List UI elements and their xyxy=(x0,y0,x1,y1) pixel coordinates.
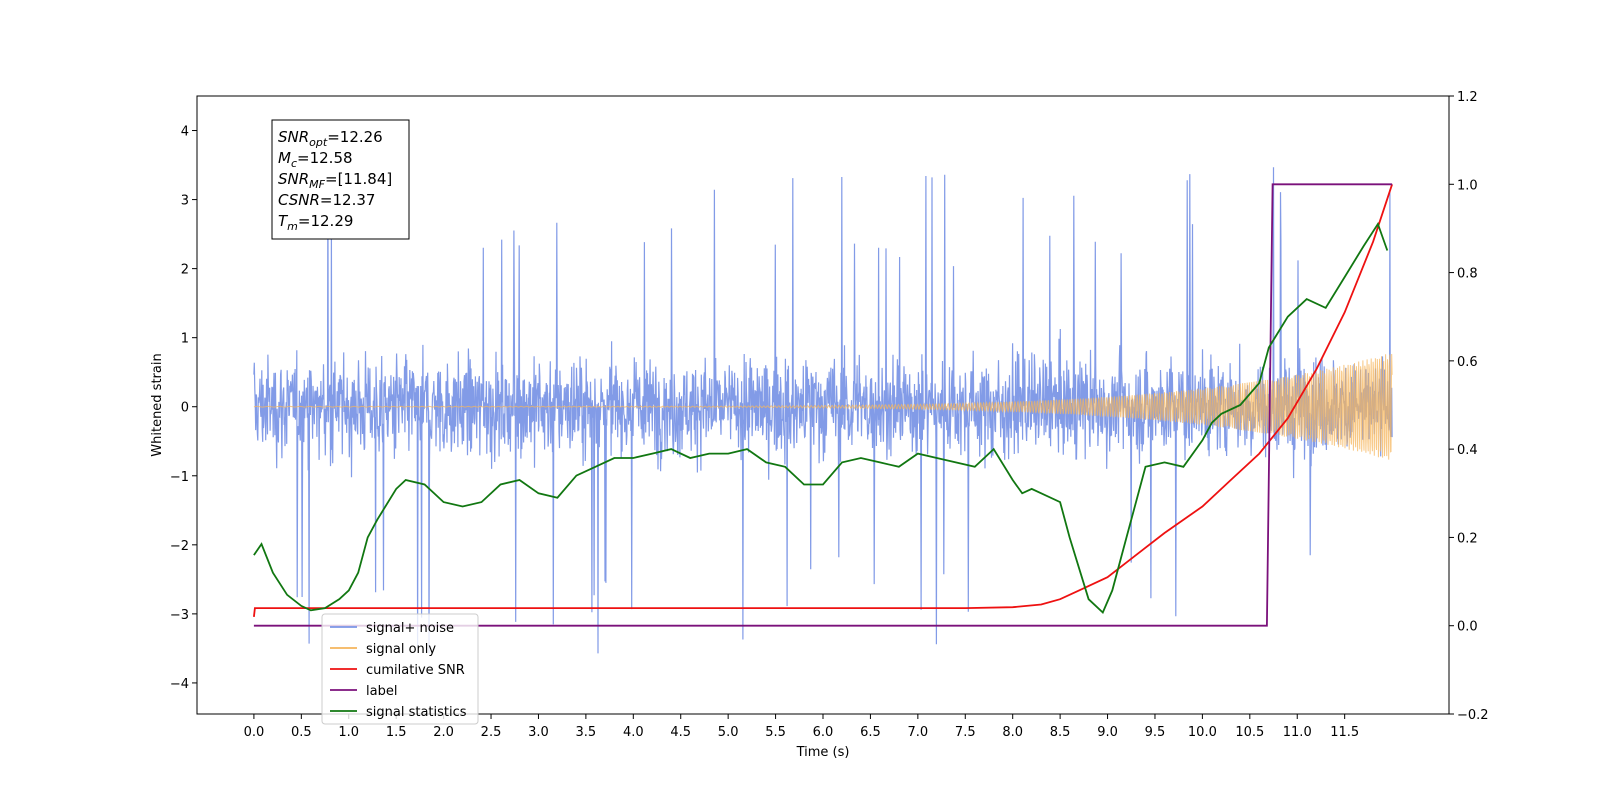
x-tick-label: 11.5 xyxy=(1330,725,1359,740)
x-tick-label: 8.5 xyxy=(1050,725,1071,740)
y-tick-label: 2 xyxy=(181,263,189,278)
x-tick-label: 0.0 xyxy=(244,725,265,740)
y2-tick-label: 0.0 xyxy=(1457,620,1478,635)
x-tick-label: 10.5 xyxy=(1235,725,1264,740)
series-cumilative-snr xyxy=(253,184,1393,618)
y-tick-label: −3 xyxy=(170,608,189,623)
annotation-line: Mc=12.58 xyxy=(278,149,353,170)
series-signal-plus-noise xyxy=(253,161,1393,654)
x-tick-label: 3.0 xyxy=(528,725,549,740)
y2-tick-label: 0.4 xyxy=(1457,443,1478,458)
series-label xyxy=(253,183,1393,627)
legend: signal+ noise signal only cumilative SNR la… xyxy=(321,613,479,725)
x-tick-label: 0.5 xyxy=(291,725,312,740)
x-tick-label: 9.5 xyxy=(1145,725,1166,740)
x-tick-label: 10.0 xyxy=(1188,725,1217,740)
y2-tick-label: 0.2 xyxy=(1457,531,1478,546)
annotation-line: CSNR=12.37 xyxy=(278,191,375,209)
x-tick-label: 4.5 xyxy=(670,725,691,740)
x-tick-label: 1.5 xyxy=(386,725,407,740)
x-tick-label: 7.0 xyxy=(908,725,929,740)
y-axis-label: Whitened strain xyxy=(150,353,165,456)
x-axis-label: Time (s) xyxy=(796,745,850,760)
series-signal-statistics xyxy=(253,221,1389,615)
y-tick-label: 4 xyxy=(181,125,189,140)
y-tick-label: −2 xyxy=(170,539,189,554)
x-tick-label: 4.0 xyxy=(623,725,644,740)
x-tick-label: 8.0 xyxy=(1002,725,1023,740)
legend-label: signal+ noise xyxy=(366,621,454,636)
legend-label: signal statistics xyxy=(366,705,467,720)
x-tick-label: 2.0 xyxy=(433,725,454,740)
y2-tick-label: 1.0 xyxy=(1457,178,1478,193)
annotation-line: SNRopt=12.26 xyxy=(278,128,383,149)
x-tick-label: 11.0 xyxy=(1283,725,1312,740)
annotation-box: SNRopt=12.26Mc=12.58SNRMF=[11.84]CSNR=12… xyxy=(271,119,410,240)
x-tick-label: 2.5 xyxy=(481,725,502,740)
annotation-line: SNRMF=[11.84] xyxy=(278,170,392,191)
x-tick-label: 1.0 xyxy=(338,725,359,740)
series-layer xyxy=(253,161,1393,654)
x-tick-label: 3.5 xyxy=(576,725,597,740)
x-tick-label: 6.5 xyxy=(860,725,881,740)
legend-label: cumilative SNR xyxy=(366,663,465,678)
legend-label: signal only xyxy=(366,642,436,657)
legend-label: label xyxy=(366,684,397,699)
x-tick-label: 6.0 xyxy=(813,725,834,740)
y2-tick-label: 0.6 xyxy=(1457,355,1478,370)
y2-tick-label: 1.2 xyxy=(1457,90,1478,105)
y-tick-label: −4 xyxy=(170,677,189,692)
x-tick-label: 5.0 xyxy=(718,725,739,740)
y-tick-label: 1 xyxy=(181,332,189,347)
y-tick-label: 0 xyxy=(181,401,189,416)
y2-tick-label: 0.8 xyxy=(1457,267,1478,282)
y-tick-label: −1 xyxy=(170,470,189,485)
series-signal-only xyxy=(253,353,1393,460)
y-axis-left: −4 −3 −2 −1 0 1 2 3 4 xyxy=(170,125,197,692)
x-tick-label: 9.0 xyxy=(1097,725,1118,740)
x-tick-label: 5.5 xyxy=(765,725,786,740)
y2-tick-label: −0.2 xyxy=(1457,708,1489,723)
y-axis-right: −0.2 0.0 0.2 0.4 0.6 0.8 1.0 1.2 xyxy=(1449,90,1489,723)
y-tick-label: 3 xyxy=(181,194,189,209)
x-tick-label: 7.5 xyxy=(955,725,976,740)
x-axis: 0.0 0.5 1.0 1.5 2.0 2.5 3.0 3.5 4.0 4.5 5.0 5.5 6.0 6… xyxy=(244,714,1359,740)
annotation-line: Tm=12.29 xyxy=(278,212,353,233)
